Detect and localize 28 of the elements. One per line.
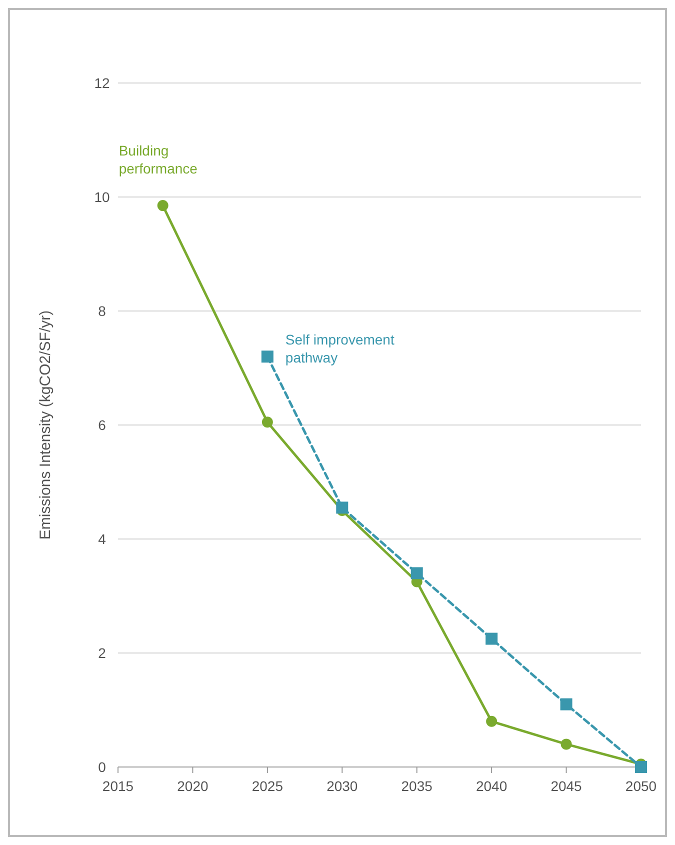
point (336, 502, 348, 514)
y-tick-label: 12 (94, 75, 110, 91)
x-tick-label: 2015 (102, 778, 134, 794)
point (262, 416, 273, 428)
x-tick-label: 2020 (177, 778, 208, 794)
x-tick-label: 2030 (326, 778, 358, 794)
point (410, 567, 423, 580)
point (486, 716, 498, 727)
y-axis-title: Emissions Intensity (kgCO2/SF/yr) (37, 310, 54, 540)
x-tick-label: 2040 (476, 778, 508, 794)
x-tick-label: 2025 (252, 778, 284, 794)
y-tick-label: 8 (98, 303, 106, 319)
y-tick-label: 10 (94, 189, 110, 205)
text: Building performance (118, 142, 198, 177)
point (635, 761, 647, 773)
point (560, 738, 572, 750)
y-tick-label: 6 (98, 417, 106, 433)
series-label: Self improvement pathway (285, 332, 394, 366)
y-tick-label: 0 (98, 759, 106, 775)
x-tick-label: 2050 (625, 778, 657, 794)
point (486, 632, 498, 645)
y-tick-label: 2 (98, 645, 106, 661)
x-tick-label: 2035 (401, 778, 433, 794)
point (157, 200, 168, 212)
point (560, 698, 572, 710)
point (261, 350, 274, 363)
x-tick-label: 2045 (550, 778, 582, 794)
y-tick-label: 4 (98, 531, 106, 547)
